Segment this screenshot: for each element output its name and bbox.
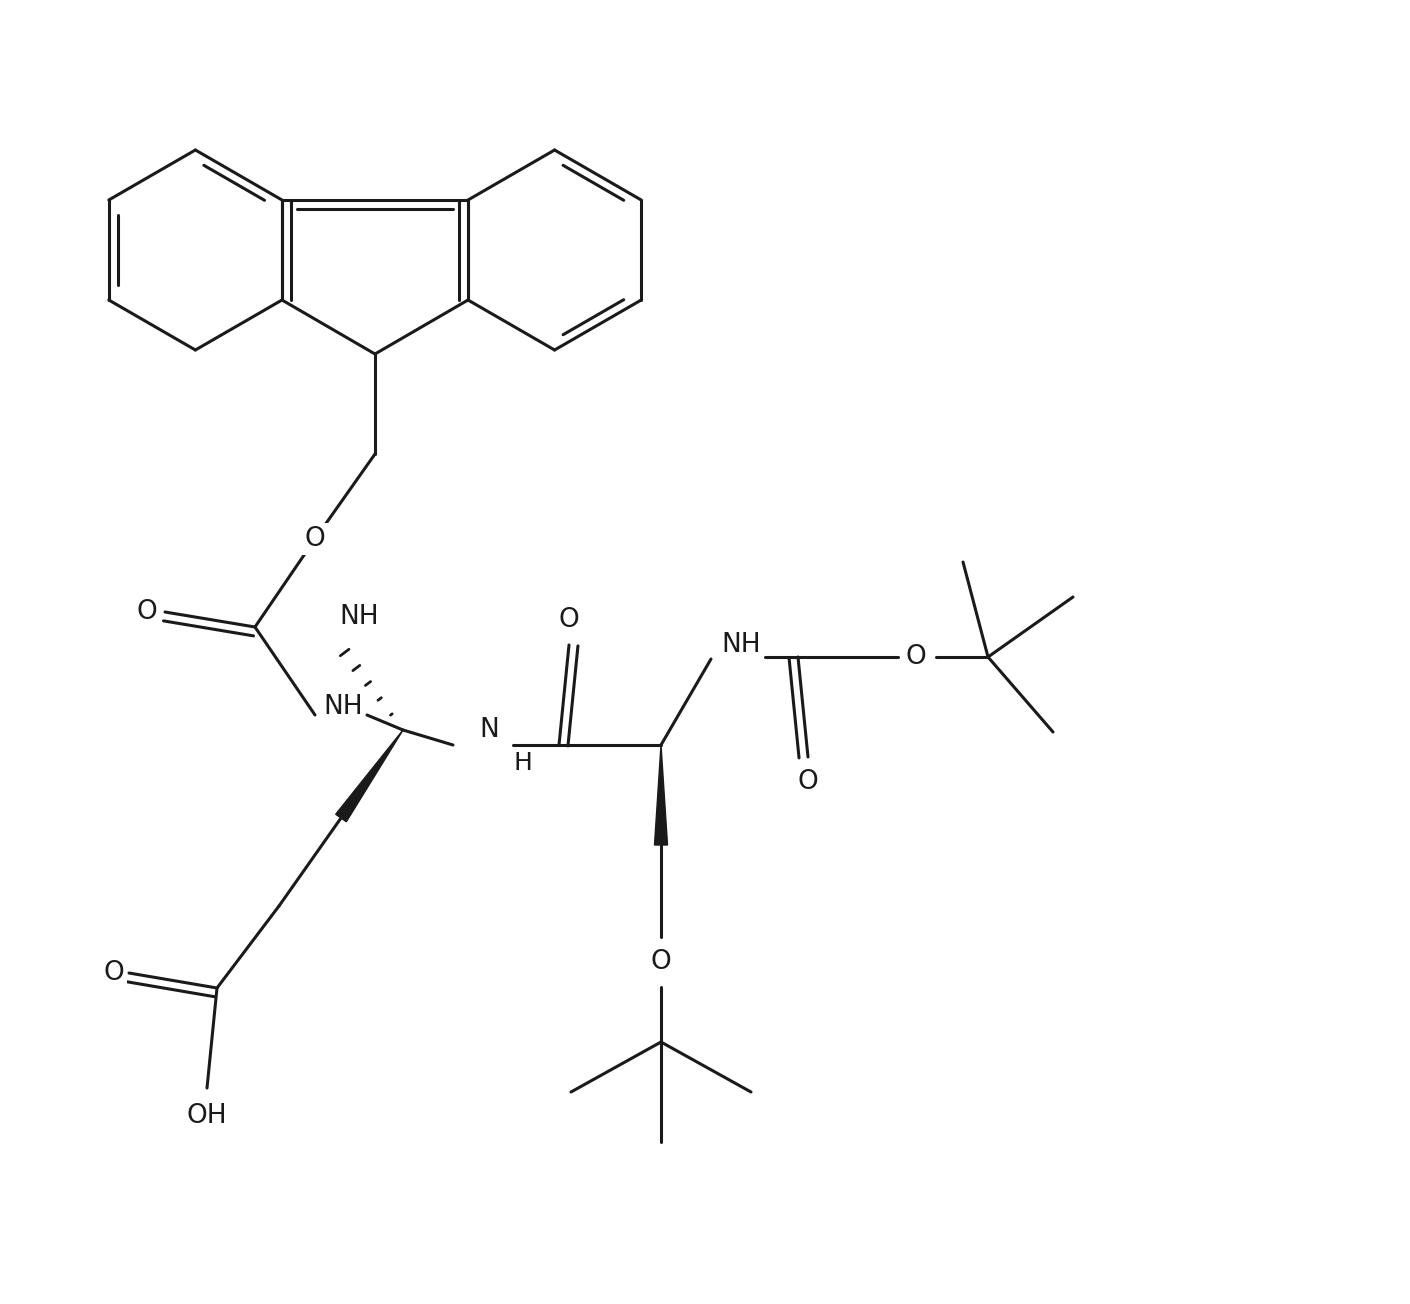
- Text: OH: OH: [186, 1103, 227, 1129]
- Text: O: O: [103, 960, 124, 986]
- Text: N: N: [479, 717, 499, 743]
- Polygon shape: [336, 730, 403, 822]
- Text: NH: NH: [323, 694, 362, 720]
- Text: O: O: [650, 949, 671, 975]
- Text: O: O: [305, 526, 326, 552]
- Text: O: O: [798, 769, 818, 795]
- Text: NH: NH: [721, 632, 761, 659]
- Text: O: O: [137, 599, 158, 625]
- Text: O: O: [558, 606, 580, 632]
- Text: O: O: [905, 644, 926, 670]
- Text: NH: NH: [340, 604, 379, 630]
- Text: H: H: [513, 751, 533, 775]
- Polygon shape: [654, 745, 667, 845]
